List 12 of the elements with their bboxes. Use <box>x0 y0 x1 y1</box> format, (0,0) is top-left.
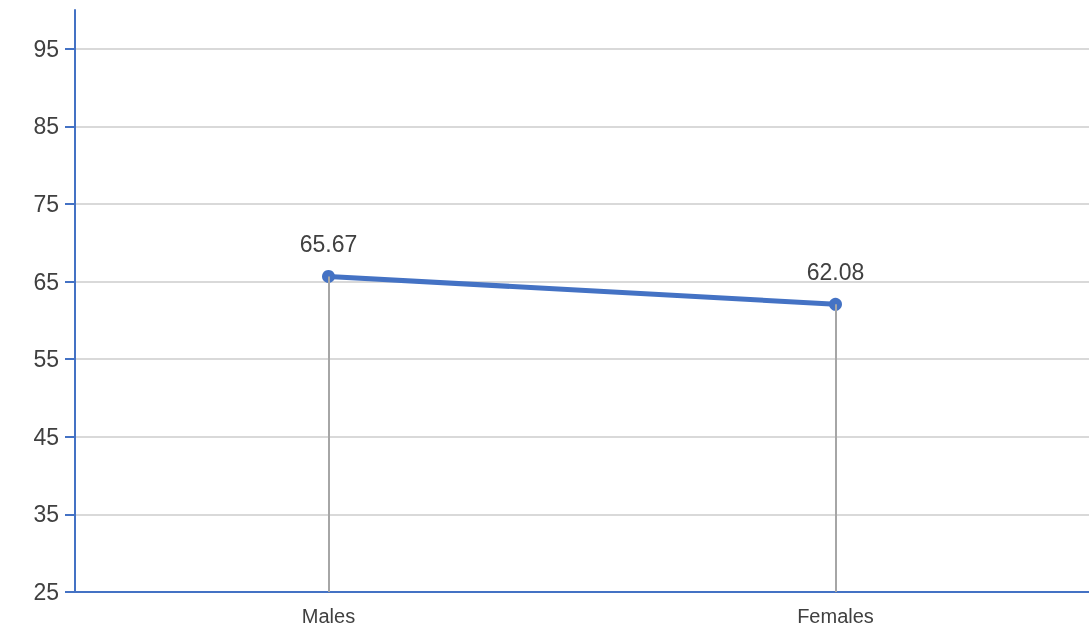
x-tick-label: Females <box>797 605 874 627</box>
y-tick-label: 65 <box>33 268 59 295</box>
y-tick-label: 55 <box>33 346 59 373</box>
data-label: 62.08 <box>806 259 865 286</box>
y-tick-label: 45 <box>33 423 59 450</box>
x-tick-label: Males <box>301 605 356 627</box>
y-tick-label: 25 <box>33 579 59 605</box>
data-label: 65.67 <box>299 231 358 258</box>
y-tick-label: 35 <box>33 501 59 528</box>
y-tick-label: 85 <box>33 113 59 140</box>
y-tick-label: 95 <box>33 35 59 62</box>
y-tick-label: 75 <box>33 191 59 217</box>
